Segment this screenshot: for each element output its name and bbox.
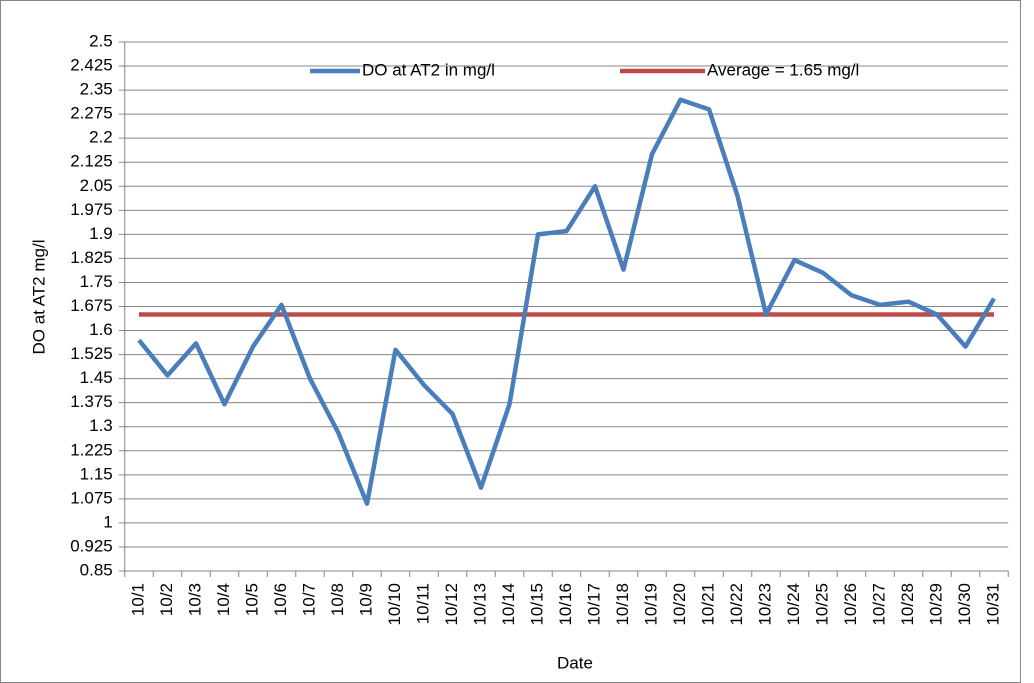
x-tick-label: 10/16 xyxy=(556,583,575,626)
y-tick-label: 2.5 xyxy=(89,31,113,50)
x-tick-label: 10/31 xyxy=(983,583,1002,626)
y-tick-label: 2.2 xyxy=(89,128,113,147)
y-tick-label: 1.15 xyxy=(80,464,113,483)
legend-label: DO at AT2 in mg/l xyxy=(362,60,495,79)
y-tick-label: 1.6 xyxy=(89,320,113,339)
x-tick-label: 10/23 xyxy=(755,583,774,626)
x-tick-label: 10/15 xyxy=(527,583,546,626)
y-tick-label: 1.825 xyxy=(70,248,113,267)
x-tick-label: 10/11 xyxy=(413,583,432,624)
x-tick-label: 10/24 xyxy=(784,583,803,626)
x-tick-label: 10/19 xyxy=(641,583,660,626)
x-tick-label: 10/21 xyxy=(698,583,717,626)
x-tick-label: 10/12 xyxy=(442,583,461,626)
x-tick-label: 10/6 xyxy=(271,583,290,616)
x-tick-label: 10/27 xyxy=(869,583,888,626)
x-tick-label: 10/8 xyxy=(328,583,347,616)
x-tick-label: 10/7 xyxy=(299,583,318,616)
x-tick-label: 10/25 xyxy=(812,583,831,626)
x-tick-label: 10/22 xyxy=(727,583,746,626)
y-axis-title: DO at AT2 mg/l xyxy=(29,240,48,355)
series-line xyxy=(137,97,996,506)
y-tick-label: 2.35 xyxy=(80,80,113,99)
x-tick-label: 10/18 xyxy=(613,583,632,626)
x-tick-label: 10/9 xyxy=(356,583,375,616)
x-tick-label: 10/4 xyxy=(214,583,233,616)
x-tick-label: 10/26 xyxy=(841,583,860,626)
y-tick-label: 2.05 xyxy=(80,176,113,195)
x-tick-label: 10/14 xyxy=(499,583,518,626)
x-tick-label: 10/13 xyxy=(470,583,489,626)
y-tick-label: 1.45 xyxy=(80,368,113,387)
x-tick-label: 10/2 xyxy=(157,583,176,616)
y-tick-label: 1 xyxy=(103,512,112,531)
x-tick-label: 10/5 xyxy=(242,583,261,616)
y-tick-label: 1.9 xyxy=(89,224,113,243)
x-tick-label: 10/10 xyxy=(385,583,404,626)
x-tick-label: 10/29 xyxy=(926,583,945,626)
legend-label: Average = 1.65 mg/l xyxy=(707,60,859,79)
y-tick-label: 2.425 xyxy=(70,56,113,75)
y-tick-label: 1.675 xyxy=(70,296,113,315)
y-tick-label: 0.85 xyxy=(80,560,113,579)
y-tick-label: 1.225 xyxy=(70,440,113,459)
x-tick-label: 10/17 xyxy=(584,583,603,626)
y-tick-label: 0.925 xyxy=(70,536,113,555)
y-tick-label: 1.75 xyxy=(80,272,113,291)
y-tick-label: 1.375 xyxy=(70,392,113,411)
y-tick-label: 1.3 xyxy=(89,416,113,435)
x-tick-label: 10/30 xyxy=(955,583,974,626)
y-tick-label: 2.125 xyxy=(70,152,113,171)
y-tick-label: 1.525 xyxy=(70,344,113,363)
x-tick-label: 10/3 xyxy=(185,583,204,616)
y-tick-label: 2.275 xyxy=(70,104,113,123)
x-tick-label: 10/20 xyxy=(670,583,689,626)
x-axis-title: Date xyxy=(557,653,593,672)
x-tick-label: 10/1 xyxy=(128,583,147,616)
x-tick-label: 10/28 xyxy=(898,583,917,626)
y-tick-label: 1.075 xyxy=(70,488,113,507)
y-tick-label: 1.975 xyxy=(70,200,113,219)
